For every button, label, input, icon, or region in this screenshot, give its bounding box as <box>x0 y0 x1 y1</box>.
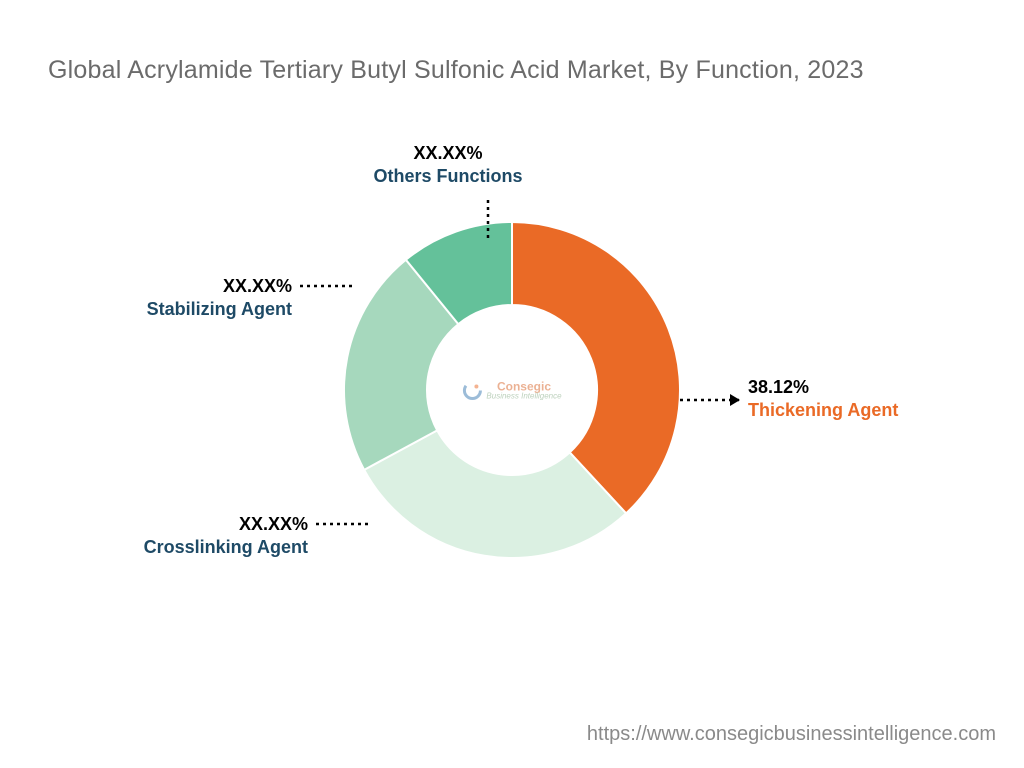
label-crosslinking-name: Crosslinking Agent <box>144 536 308 559</box>
label-stabilizing: XX.XX%Stabilizing Agent <box>147 275 292 320</box>
label-others-name: Others Functions <box>373 165 522 188</box>
logo-sub: Business Intelligence <box>486 392 561 401</box>
label-stabilizing-pct: XX.XX% <box>147 275 292 298</box>
label-others: XX.XX%Others Functions <box>373 142 522 187</box>
label-thickening-name: Thickening Agent <box>748 399 898 422</box>
label-crosslinking: XX.XX%Crosslinking Agent <box>144 513 308 558</box>
logo-icon <box>462 380 482 400</box>
label-thickening-pct: 38.12% <box>748 376 898 399</box>
label-thickening: 38.12%Thickening Agent <box>748 376 898 421</box>
label-crosslinking-pct: XX.XX% <box>144 513 308 536</box>
footer-url: https://www.consegicbusinessintelligence… <box>587 723 996 746</box>
label-others-pct: XX.XX% <box>373 142 522 165</box>
center-watermark: Consegic Business Intelligence <box>462 380 561 401</box>
chart-title: Global Acrylamide Tertiary Butyl Sulfoni… <box>48 56 864 85</box>
label-stabilizing-name: Stabilizing Agent <box>147 298 292 321</box>
